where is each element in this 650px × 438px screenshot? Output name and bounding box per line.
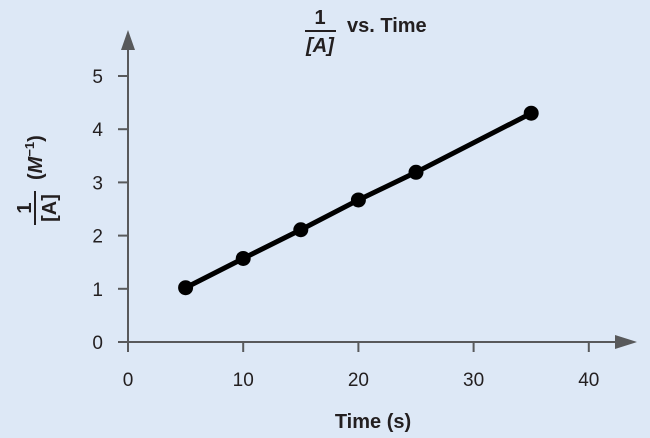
series-line (183, 110, 534, 291)
y-label-units-symbol: M (25, 155, 47, 173)
y-tick-label: 1 (92, 280, 103, 301)
y-label-units-exponent: −1 (22, 142, 37, 157)
y-tick-label: 4 (92, 120, 103, 141)
x-axis-arrow-icon (615, 335, 637, 349)
x-tick-label: 0 (123, 370, 134, 391)
x-tick-label: 20 (348, 370, 369, 391)
y-label-units-open: ( (25, 173, 47, 180)
x-tick-label: 10 (233, 370, 254, 391)
x-tick-label: 30 (463, 370, 484, 391)
data-point (293, 222, 309, 238)
title-suffix: vs. Time (347, 15, 427, 37)
axes (121, 30, 637, 349)
y-tick-label: 2 (92, 227, 103, 248)
x-tick-label: 40 (578, 370, 599, 391)
data-point (408, 164, 424, 180)
y-axis-label: 1 [A] (M−1) (14, 135, 61, 225)
y-label-denominator: [A] (39, 194, 61, 222)
y-ticks: 0 1 2 3 4 5 (92, 67, 128, 354)
data-point (235, 250, 251, 266)
data-point (350, 192, 366, 208)
x-ticks: 0 10 20 30 40 (123, 342, 599, 391)
title-fraction-numerator: 1 (314, 7, 325, 29)
chart-title: 1 [A] vs. Time (305, 7, 427, 57)
series-layer (178, 105, 539, 296)
data-point (523, 105, 539, 121)
y-tick-label: 3 (92, 173, 103, 194)
y-label-units: (M−1) (22, 135, 47, 180)
x-axis-label: Time (s) (335, 411, 411, 433)
y-label-units-close: ) (25, 135, 47, 142)
y-axis-arrow-icon (121, 30, 135, 50)
y-label-numerator: 1 (14, 202, 36, 213)
y-tick-label: 5 (92, 67, 103, 88)
y-tick-label: 0 (92, 333, 103, 354)
title-fraction-denominator: [A] (305, 35, 335, 57)
data-point (178, 280, 194, 296)
